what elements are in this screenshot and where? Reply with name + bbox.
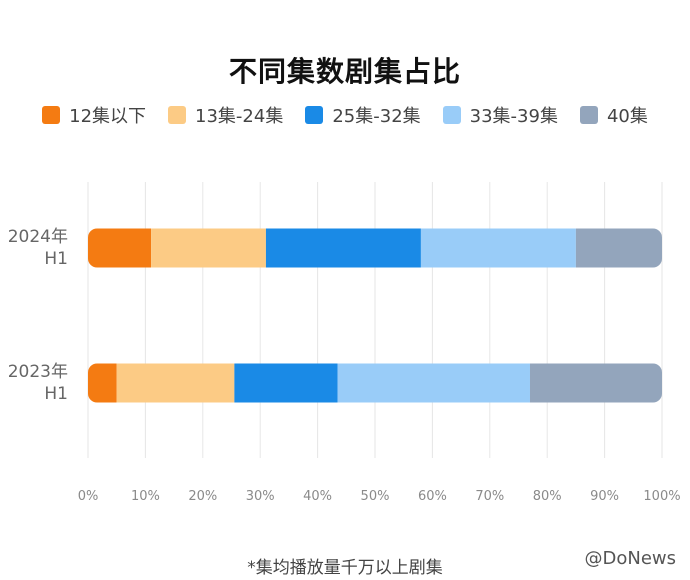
source-watermark: @DoNews (584, 548, 676, 569)
legend-label: 33集-39集 (469, 106, 558, 127)
category-label: 2024年 H1 (8, 227, 68, 269)
x-tick-label: 70% (475, 489, 504, 504)
chart-legend: 12集以下 13集-24集 25集-32集 33集-39集 40集 (0, 102, 690, 128)
bar-group (88, 228, 662, 268)
x-tick-label: 100% (643, 489, 680, 504)
x-tick-label: 0% (78, 489, 99, 504)
x-tick-label: 60% (418, 489, 447, 504)
bar-segment (265, 228, 421, 268)
legend-item: 13集-24集 (168, 102, 283, 128)
legend-swatch (168, 106, 187, 124)
legend-label: 25集-32集 (332, 106, 421, 127)
bar-segment (337, 363, 530, 403)
legend-label: 13集-24集 (195, 106, 284, 127)
legend-item: 25集-32集 (305, 102, 421, 128)
legend-label: 12集以下 (69, 106, 147, 127)
legend-swatch (42, 106, 61, 124)
category-label: 2023年 H1 (8, 362, 68, 404)
legend-item: 40集 (579, 102, 648, 128)
legend-swatch (442, 106, 461, 124)
bar-segment (88, 363, 117, 403)
legend-item: 12集以下 (42, 102, 146, 128)
chart-footnote: *集均播放量千万以上剧集 (247, 558, 443, 578)
chart-title: 不同集数剧集占比 (228, 55, 461, 88)
x-tick-label: 30% (246, 489, 275, 504)
bar-segment (234, 363, 338, 403)
x-tick-label: 50% (361, 489, 390, 504)
legend-swatch (305, 106, 324, 124)
bar-segment (420, 228, 576, 268)
bar-segment (116, 363, 235, 403)
x-tick-label: 80% (533, 489, 562, 504)
bar-segment (151, 228, 266, 268)
x-tick-label: 20% (188, 489, 217, 504)
legend-swatch (579, 106, 598, 124)
x-tick-label: 10% (131, 489, 160, 504)
legend-label: 40集 (606, 106, 648, 127)
x-tick-label: 40% (303, 489, 332, 504)
x-tick-label: 90% (590, 489, 619, 504)
bar-segment (575, 228, 662, 268)
bar-segment (88, 228, 152, 268)
bar-group (88, 363, 662, 403)
bar-segment (529, 363, 662, 403)
legend-item: 33集-39集 (442, 102, 558, 128)
